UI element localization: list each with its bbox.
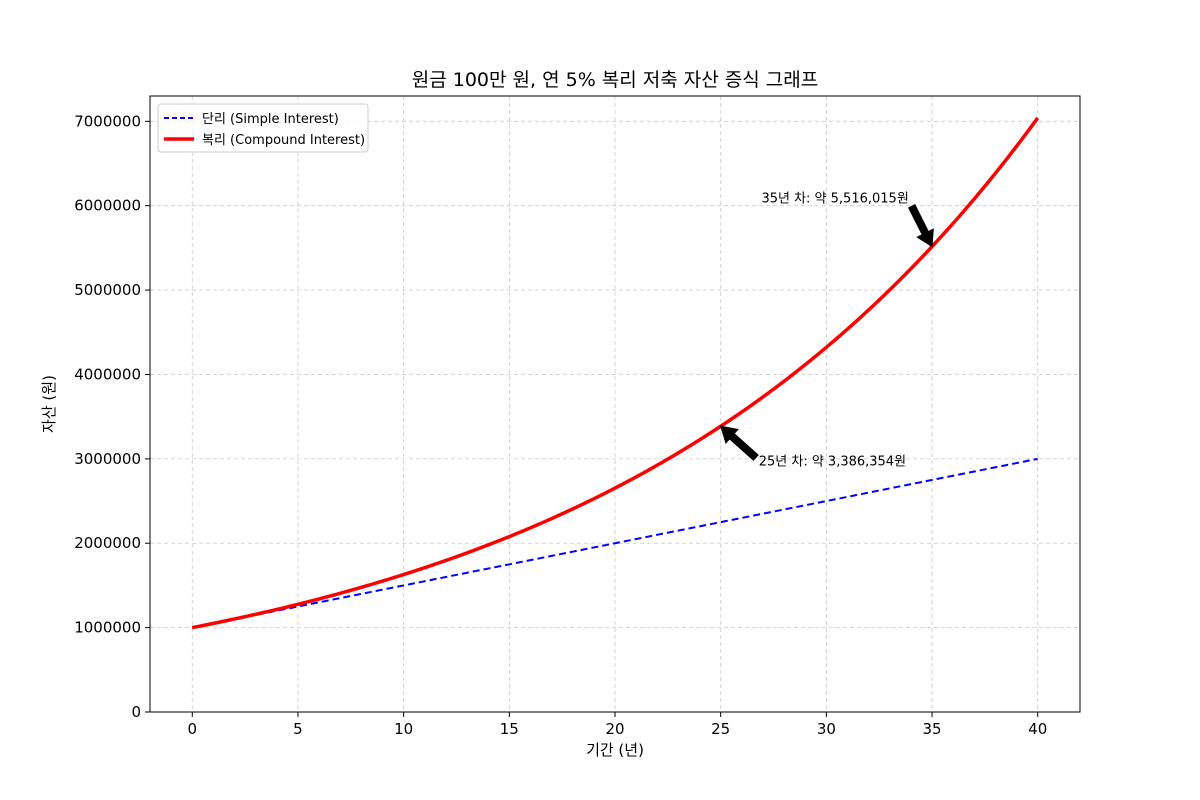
x-tick-label: 40 <box>1028 720 1047 738</box>
x-tick-label: 20 <box>605 720 624 738</box>
annotation-label: 35년 차: 약 5,516,015원 <box>761 191 908 206</box>
annotations: 25년 차: 약 3,386,354원 35년 차: 약 5,516,015원 <box>719 191 934 470</box>
annotation-arrow <box>719 425 759 461</box>
plot-lines <box>191 116 1040 630</box>
legend-label-simple: 단리 (Simple Interest) <box>202 112 339 127</box>
x-tick-label: 25 <box>711 720 730 738</box>
x-tick-label: 5 <box>293 720 303 738</box>
y-axis: 0 1000000 2000000 3000000 4000000 5000000 6000… <box>74 112 150 721</box>
x-tick-label: 30 <box>817 720 836 738</box>
x-axis: 0 5 10 15 20 25 30 35 40 <box>187 712 1047 738</box>
y-tick-label: 5000000 <box>74 281 141 299</box>
y-tick-label: 0 <box>131 703 141 721</box>
x-tick-label: 0 <box>187 720 197 738</box>
y-tick-label: 1000000 <box>74 619 141 637</box>
x-tick-label: 35 <box>922 720 941 738</box>
y-tick-label: 6000000 <box>74 197 141 215</box>
annotation-label: 25년 차: 약 3,386,354원 <box>759 455 906 470</box>
series-line-simple <box>192 457 1038 629</box>
annotation-arrow <box>908 204 934 248</box>
x-tick-label: 15 <box>500 720 519 738</box>
legend: 단리 (Simple Interest) 복리 (Compound Interes… <box>157 103 369 153</box>
y-tick-label: 7000000 <box>74 112 141 130</box>
y-axis-title: 자산 (원) <box>40 375 58 433</box>
x-tick-label: 10 <box>394 720 413 738</box>
series-line-compound <box>191 116 1040 630</box>
x-axis-title: 기간 (년) <box>586 741 644 759</box>
chart-title: 원금 100만 원, 연 5% 복리 저축 자산 증식 그래프 <box>412 69 818 91</box>
legend-label-compound: 복리 (Compound Interest) <box>202 133 365 148</box>
y-tick-label: 3000000 <box>74 450 141 468</box>
y-tick-label: 2000000 <box>74 534 141 552</box>
legend-box <box>157 103 369 153</box>
y-tick-label: 4000000 <box>74 365 141 383</box>
